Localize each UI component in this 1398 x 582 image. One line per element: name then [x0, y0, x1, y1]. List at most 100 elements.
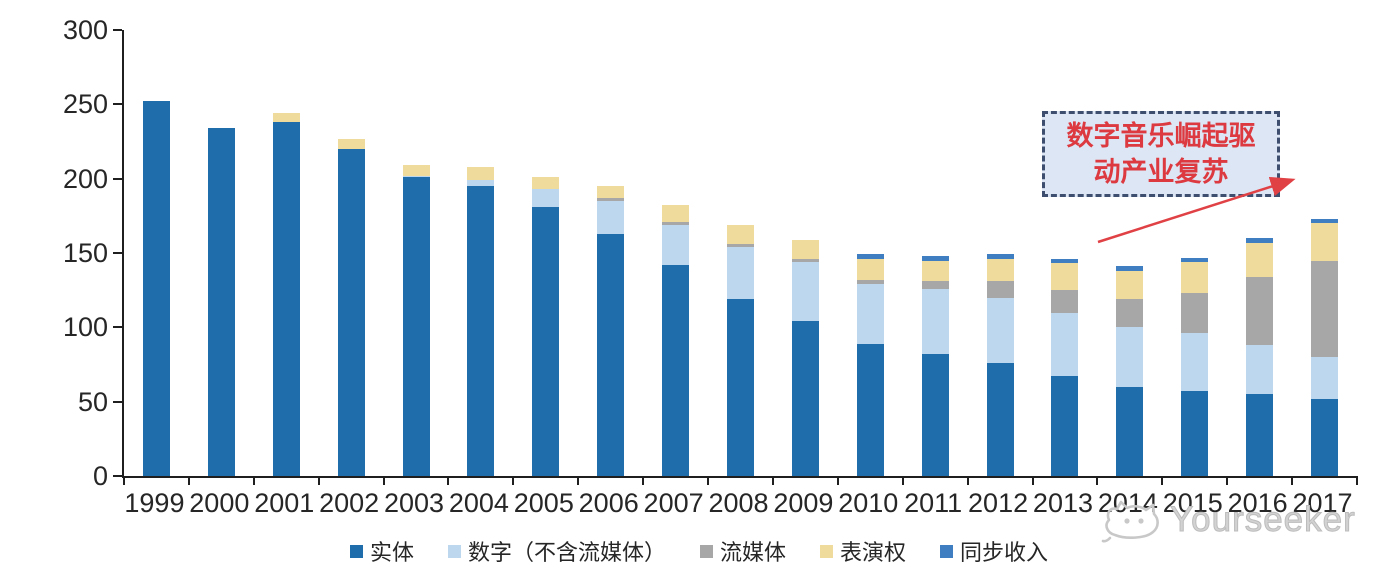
legend-label: 实体 — [369, 540, 414, 565]
bar-segment — [532, 206, 560, 476]
y-axis-tick — [113, 103, 122, 106]
bar-segment — [597, 201, 625, 234]
bar-group-2013 — [1032, 30, 1097, 476]
bar-group-2005 — [513, 30, 578, 476]
x-axis-tick-label: 2012 — [968, 488, 1029, 518]
bar-segment — [986, 254, 1014, 259]
bar-segment — [1181, 391, 1209, 476]
bar-segment — [1051, 376, 1079, 476]
x-axis-tick — [836, 476, 839, 485]
bar-segment — [726, 224, 754, 245]
x-axis-tick — [771, 476, 774, 485]
x-axis-tick-label: 2007 — [643, 488, 704, 518]
legend-label: 数字（不含流媒体） — [467, 540, 666, 565]
bar-segment — [1246, 242, 1274, 277]
legend-marker-icon — [349, 544, 363, 558]
bar-segment — [1246, 394, 1274, 476]
bar-segment — [1310, 260, 1338, 358]
bar-segment — [921, 288, 949, 355]
bar-group-2011 — [903, 30, 968, 476]
stacked-bar — [207, 128, 235, 476]
legend-item: 实体 — [349, 535, 414, 567]
y-axis-tick-label: 0 — [92, 461, 108, 491]
x-axis-tick — [1356, 476, 1358, 485]
legend-marker-icon — [820, 544, 833, 558]
y-axis-tick — [113, 252, 122, 254]
bar-segment — [1181, 257, 1209, 263]
bar-segment — [662, 205, 690, 222]
x-axis-tick-label: 2000 — [189, 488, 250, 518]
stacked-bar — [467, 166, 495, 476]
x-axis-tick — [1096, 476, 1099, 485]
bar-group-2003 — [384, 30, 449, 476]
legend-marker-icon — [447, 544, 461, 558]
x-axis-tick — [512, 476, 515, 485]
bar-segment — [467, 166, 495, 181]
y-axis-tick-label: 150 — [62, 238, 108, 268]
bar-group-2009 — [773, 30, 838, 476]
bar-group-2017 — [1292, 30, 1357, 476]
annotation-text-line1: 数字音乐崛起驱 — [1066, 121, 1256, 151]
annotation-text-line2: 动产业复苏 — [1093, 157, 1229, 187]
bar-segment — [791, 261, 819, 322]
stacked-bar — [142, 101, 170, 476]
bar-segment — [726, 299, 754, 476]
y-axis-tick — [113, 326, 122, 329]
bar-segment — [272, 122, 300, 476]
bar-segment — [1246, 276, 1274, 346]
bar-segment — [337, 138, 365, 149]
bar-segment — [856, 284, 884, 344]
x-axis-tick-label: 2001 — [254, 488, 315, 518]
watermark-text: Yourseeker — [1170, 500, 1356, 540]
bar-segment — [467, 186, 495, 476]
x-axis-tick — [123, 476, 125, 485]
x-axis-tick — [252, 476, 255, 485]
x-axis-tick-label: 2008 — [708, 488, 769, 518]
bar-segment — [921, 260, 949, 282]
bar-group-2008 — [708, 30, 773, 476]
x-axis-tick — [1161, 476, 1164, 485]
bar-segment — [1051, 290, 1079, 313]
x-axis-tick — [1031, 476, 1034, 485]
stacked-bar — [402, 165, 430, 476]
legend-item: 表演权 — [820, 535, 906, 567]
bar-group-2002 — [319, 30, 384, 476]
x-axis-tick-label: 2002 — [319, 488, 380, 518]
x-axis-tick-label: 1999 — [124, 488, 185, 518]
stacked-bar — [272, 113, 300, 476]
bar-segment — [726, 244, 754, 248]
stacked-bar — [662, 205, 690, 476]
x-axis-tick-label: 2006 — [578, 488, 639, 518]
bar-segment — [1181, 333, 1209, 392]
bar-segment — [337, 148, 365, 476]
bar-segment — [597, 186, 625, 199]
bar-segment — [921, 281, 949, 289]
legend-marker-icon — [940, 544, 954, 558]
x-axis-tick-label: 2010 — [838, 488, 899, 518]
x-axis-tick — [317, 476, 320, 485]
bar-segment — [662, 221, 690, 225]
legend-label: 同步收入 — [960, 540, 1049, 565]
bar-segment — [597, 198, 625, 202]
bar-group-2016 — [1227, 30, 1292, 476]
bar-segment — [402, 177, 430, 476]
bar-segment — [986, 281, 1014, 298]
bar-segment — [1181, 262, 1209, 294]
x-axis-tick — [707, 476, 710, 485]
bar-segment — [532, 189, 560, 207]
stacked-bar — [1051, 258, 1079, 476]
bar-group-2004 — [448, 30, 513, 476]
bar-segment — [402, 175, 430, 178]
bar-segment — [986, 363, 1014, 476]
x-axis-tick — [577, 476, 580, 485]
stacked-bar — [1310, 218, 1338, 476]
x-axis-tick — [447, 476, 450, 485]
y-axis-tick-label: 200 — [62, 163, 108, 194]
bar-segment — [1310, 223, 1338, 261]
bar-segment — [1051, 258, 1079, 264]
legend-item: 数字（不含流媒体） — [447, 535, 666, 567]
x-axis-labels: 1999 2000 2001 2002 2003 2004 2005 2006 2007 2008… — [122, 488, 1355, 522]
bar-segment — [791, 239, 819, 259]
y-axis-tick-label: 250 — [62, 89, 108, 120]
